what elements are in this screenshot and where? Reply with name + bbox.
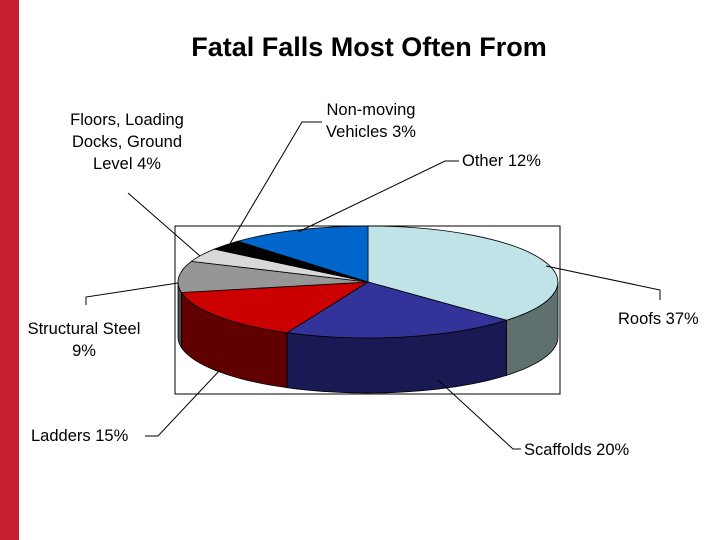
- accent-bar: [0, 0, 19, 540]
- leader-line-other: [297, 160, 459, 233]
- label-line: Floors, Loading: [70, 111, 184, 129]
- leader-line-non-moving-vehicles: [227, 121, 322, 248]
- slice-scaffolds: [285, 281, 508, 339]
- label-line: Level 4%: [93, 155, 161, 173]
- label-line: Structural Steel: [28, 320, 141, 338]
- leader-line-structural-steel: [85, 282, 179, 305]
- label-line: Non-moving: [327, 101, 416, 119]
- label-line: Ladders 15%: [31, 427, 129, 445]
- label-line: Docks, Ground: [72, 133, 182, 151]
- label-line: Other 12%: [462, 152, 541, 170]
- label-structural-steel: Structural Steel 9%: [28, 320, 141, 360]
- label-scaffolds: Scaffolds 20%: [524, 441, 630, 459]
- chart-title: Fatal Falls Most Often From: [191, 32, 547, 62]
- pie-slices: [177, 225, 559, 339]
- slice-other: [236, 225, 369, 283]
- pie-sides: [177, 281, 559, 394]
- leader-lines: [85, 121, 661, 450]
- leader-line-ladders: [145, 369, 221, 437]
- label-other: Other 12%: [462, 152, 541, 170]
- label-line: Scaffolds 20%: [524, 441, 630, 459]
- label-roofs: Roofs 37%: [618, 310, 699, 328]
- label-floors-loading-docks-ground-level: Floors, Loading Docks, Ground Level 4%: [70, 111, 184, 173]
- leader-line-floors-loading-docks-ground-level: [127, 192, 201, 257]
- label-line: 9%: [72, 342, 96, 360]
- leader-line-scaffolds: [437, 379, 521, 450]
- slice-ladders: [180, 281, 369, 334]
- leader-line-roofs: [545, 265, 661, 300]
- label-ladders: Ladders 15%: [31, 427, 129, 445]
- label-line: Roofs 37%: [618, 310, 699, 328]
- label-non-moving-vehicles: Non-moving Vehicles 3%: [326, 101, 416, 141]
- label-line: Vehicles 3%: [326, 123, 416, 141]
- slice-structural-steel: [177, 260, 369, 293]
- slice-roofs: [367, 225, 559, 321]
- slice-labels: Roofs 37% Scaffolds 20% Ladders 15% Structu…: [28, 101, 699, 459]
